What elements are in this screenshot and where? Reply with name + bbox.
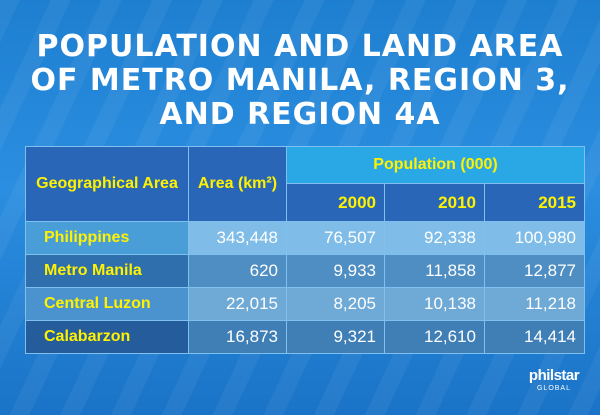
title-line-2: OF METRO MANILA, REGION 3, (30, 63, 570, 98)
row-name: Philippines (25, 221, 189, 255)
logo-subtitle: GLOBAL (536, 385, 571, 392)
header-year-2000: 2000 (286, 183, 385, 222)
header-area: Area (km²) (188, 146, 287, 222)
header-row: Geographical Area Area (km²) Population … (25, 146, 586, 222)
row-pop-2000: 8,205 (286, 287, 385, 321)
table-row: Calabarzon 16,873 9,321 12,610 14,414 (25, 320, 586, 354)
row-pop-2000: 76,507 (286, 221, 385, 255)
row-pop-2010: 10,138 (384, 287, 485, 321)
table-row: Philippines 343,448 76,507 92,338 100,98… (25, 221, 586, 255)
row-name: Central Luzon (25, 287, 189, 321)
header-population: Population (000) (285, 146, 586, 184)
row-area: 22,015 (188, 287, 287, 321)
logo-wordmark: philstar (528, 367, 580, 384)
population-table: Geographical Area Area (km²) Population … (25, 146, 586, 354)
philstar-logo: philstar GLOBAL (526, 368, 582, 408)
row-pop-2010: 11,858 (384, 254, 485, 288)
row-name: Calabarzon (25, 320, 189, 354)
row-pop-2015: 14,414 (483, 320, 586, 354)
row-pop-2015: 100,980 (483, 221, 586, 255)
row-pop-2000: 9,933 (286, 254, 385, 288)
row-area: 620 (188, 254, 287, 288)
table-row: Central Luzon 22,015 8,205 10,138 11,218 (25, 287, 586, 321)
row-pop-2015: 12,877 (483, 254, 586, 288)
row-pop-2010: 12,610 (384, 320, 485, 354)
table-row: Metro Manila 620 9,933 11,858 12,877 (25, 254, 586, 288)
title-line-1: POPULATION AND LAND AREA (36, 29, 564, 64)
page-title: POPULATION AND LAND AREA OF METRO MANILA… (0, 30, 600, 132)
header-geographical-area: Geographical Area (25, 146, 189, 222)
row-pop-2010: 92,338 (384, 221, 485, 255)
header-year-2010: 2010 (384, 183, 485, 222)
header-year-2015: 2015 (483, 183, 586, 222)
row-area: 16,873 (188, 320, 287, 354)
row-area: 343,448 (188, 221, 287, 255)
title-line-3: AND REGION 4A (159, 97, 441, 132)
row-pop-2015: 11,218 (483, 287, 586, 321)
row-pop-2000: 9,321 (286, 320, 385, 354)
row-name: Metro Manila (25, 254, 189, 288)
year-row: 2000 2010 2015 (26, 183, 586, 222)
